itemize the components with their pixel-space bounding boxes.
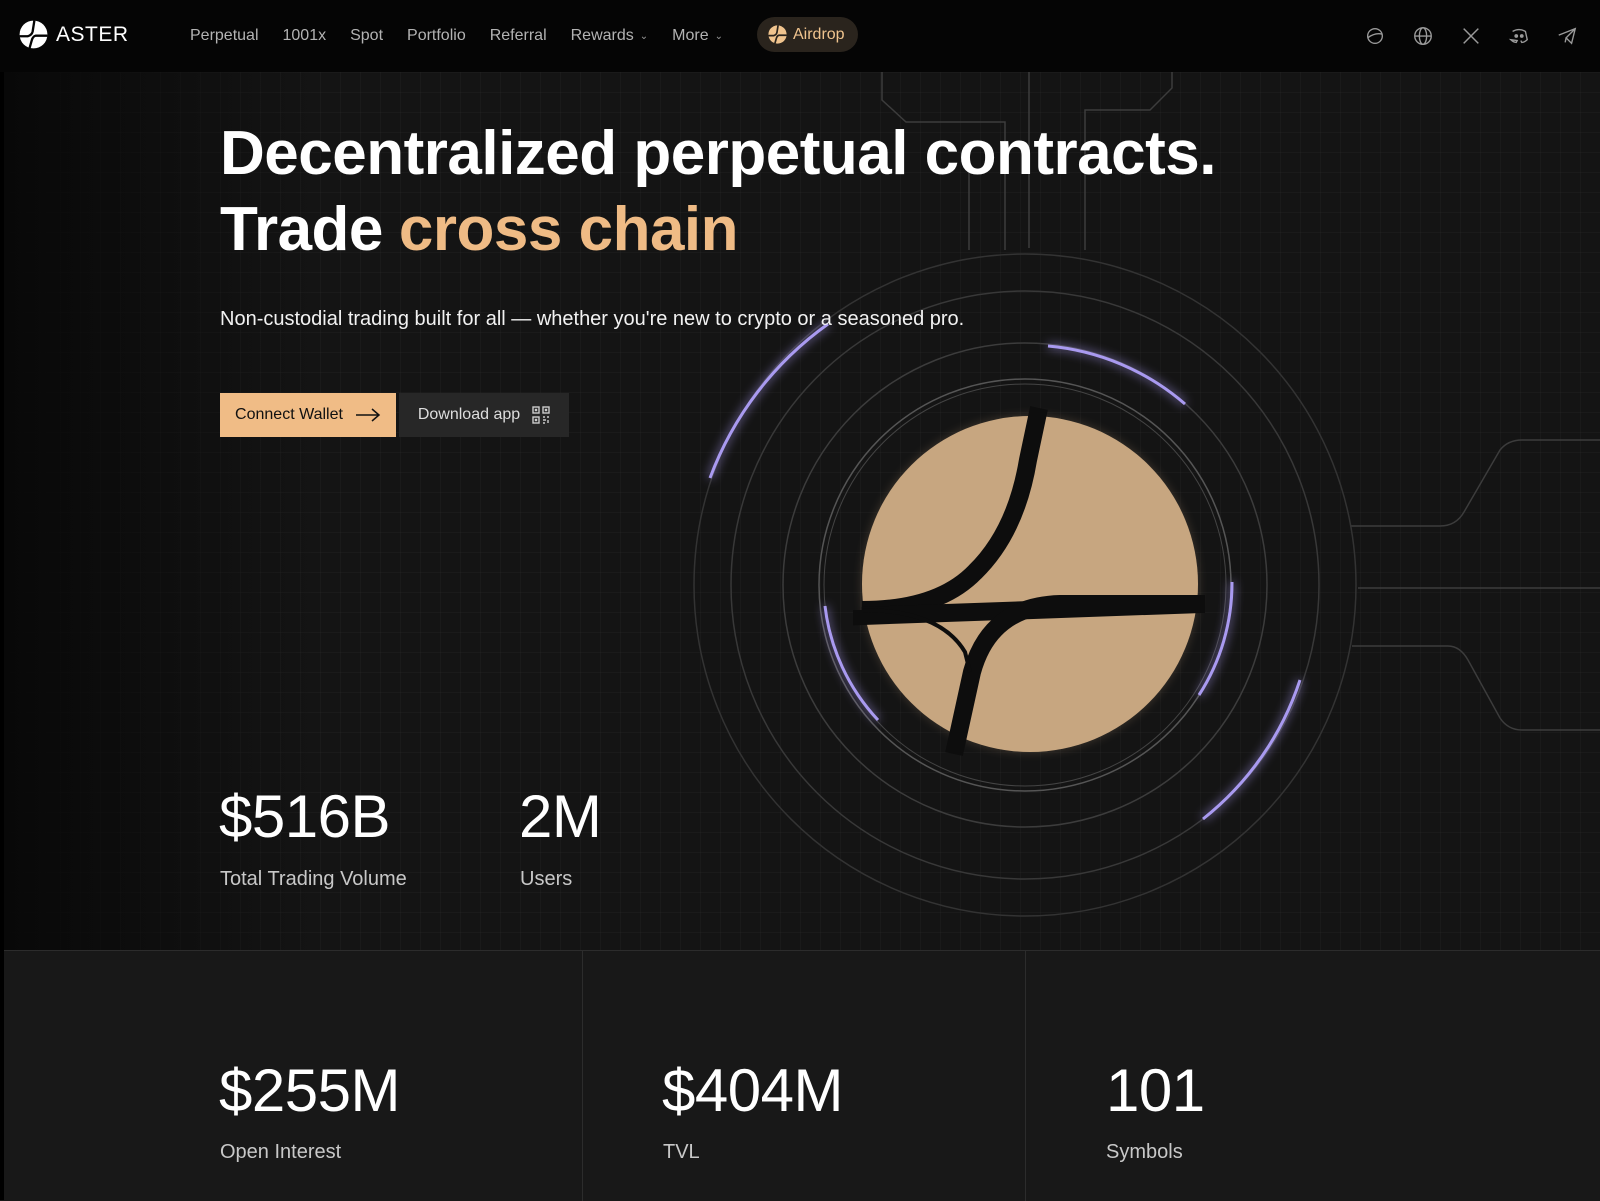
airdrop-label: Airdrop <box>793 25 845 43</box>
stat-value-tvl: $404M <box>662 1057 843 1124</box>
nav-perpetual[interactable]: Perpetual <box>190 27 259 44</box>
chevron-down-icon: ⌄ <box>714 30 723 42</box>
top-navbar: ASTER Perpetual 1001x Spot Portfolio Ref… <box>0 0 1600 72</box>
connect-wallet-label: Connect Wallet <box>235 406 343 423</box>
discord-icon[interactable] <box>1508 25 1530 47</box>
nav-referral[interactable]: Referral <box>489 27 547 44</box>
arrow-right-icon <box>355 408 381 422</box>
nav-spot[interactable]: Spot <box>350 27 384 44</box>
nav-rewards-dropdown[interactable]: Rewards ⌄ <box>571 27 649 45</box>
brand-logo[interactable]: ASTER <box>19 20 129 49</box>
x-twitter-icon[interactable] <box>1460 25 1482 47</box>
language-globe-icon[interactable] <box>1412 25 1434 47</box>
column-divider <box>582 951 583 1201</box>
download-app-label: Download app <box>417 406 521 423</box>
nav-portfolio[interactable]: Portfolio <box>407 27 466 44</box>
docs-icon[interactable] <box>1364 25 1386 47</box>
brand-name: ASTER <box>56 22 129 46</box>
ring-highlights <box>708 322 1302 821</box>
nav-rewards-label: Rewards <box>570 27 634 44</box>
stat-label-symbols: Symbols <box>1106 1141 1183 1163</box>
social-icons <box>1364 0 1578 72</box>
aster-logo-icon <box>768 25 787 44</box>
connector-lines <box>881 72 1600 731</box>
airdrop-button[interactable]: Airdrop <box>757 17 858 52</box>
nav-1001x[interactable]: 1001x <box>282 27 327 44</box>
stat-value-total-volume: $516B <box>219 783 391 850</box>
aster-emblem <box>853 406 1205 756</box>
stat-label-total-volume: Total Trading Volume <box>220 868 407 890</box>
column-divider <box>1025 951 1026 1201</box>
stat-value-open-interest: $255M <box>219 1057 400 1124</box>
qr-code-icon <box>532 406 550 424</box>
nav-links: Perpetual 1001x Spot Portfolio Referral … <box>190 0 747 72</box>
hero-subtitle: Non-custodial trading built for all — wh… <box>220 308 965 330</box>
chevron-down-icon: ⌄ <box>639 30 649 42</box>
stat-label-open-interest: Open Interest <box>220 1141 342 1163</box>
hero-title-trade: Trade <box>220 195 383 264</box>
hero-title: Decentralized perpetual contracts. Trade… <box>220 116 1216 268</box>
hero-title-line1: Decentralized perpetual contracts. <box>220 119 1216 188</box>
stats-strip: $255M Open Interest $404M TVL 101 Symbol… <box>0 950 1600 1201</box>
nav-more-label: More <box>672 27 709 44</box>
aster-logo-icon <box>19 20 48 49</box>
telegram-icon[interactable] <box>1556 25 1578 47</box>
hero-section: Decentralized perpetual contracts. Trade… <box>0 72 1600 950</box>
stat-value-users: 2M <box>519 783 602 850</box>
left-edge-shadow <box>0 72 4 1200</box>
stat-label-tvl: TVL <box>663 1141 700 1163</box>
stat-value-symbols: 101 <box>1106 1057 1205 1124</box>
connect-wallet-button[interactable]: Connect Wallet <box>220 393 396 437</box>
hero-illustration <box>693 72 1600 917</box>
nav-more-dropdown[interactable]: More ⌄ <box>672 27 723 45</box>
hero-title-accent: cross chain <box>398 195 739 264</box>
download-app-button[interactable]: Download app <box>399 393 569 437</box>
stat-label-users: Users <box>520 868 573 890</box>
